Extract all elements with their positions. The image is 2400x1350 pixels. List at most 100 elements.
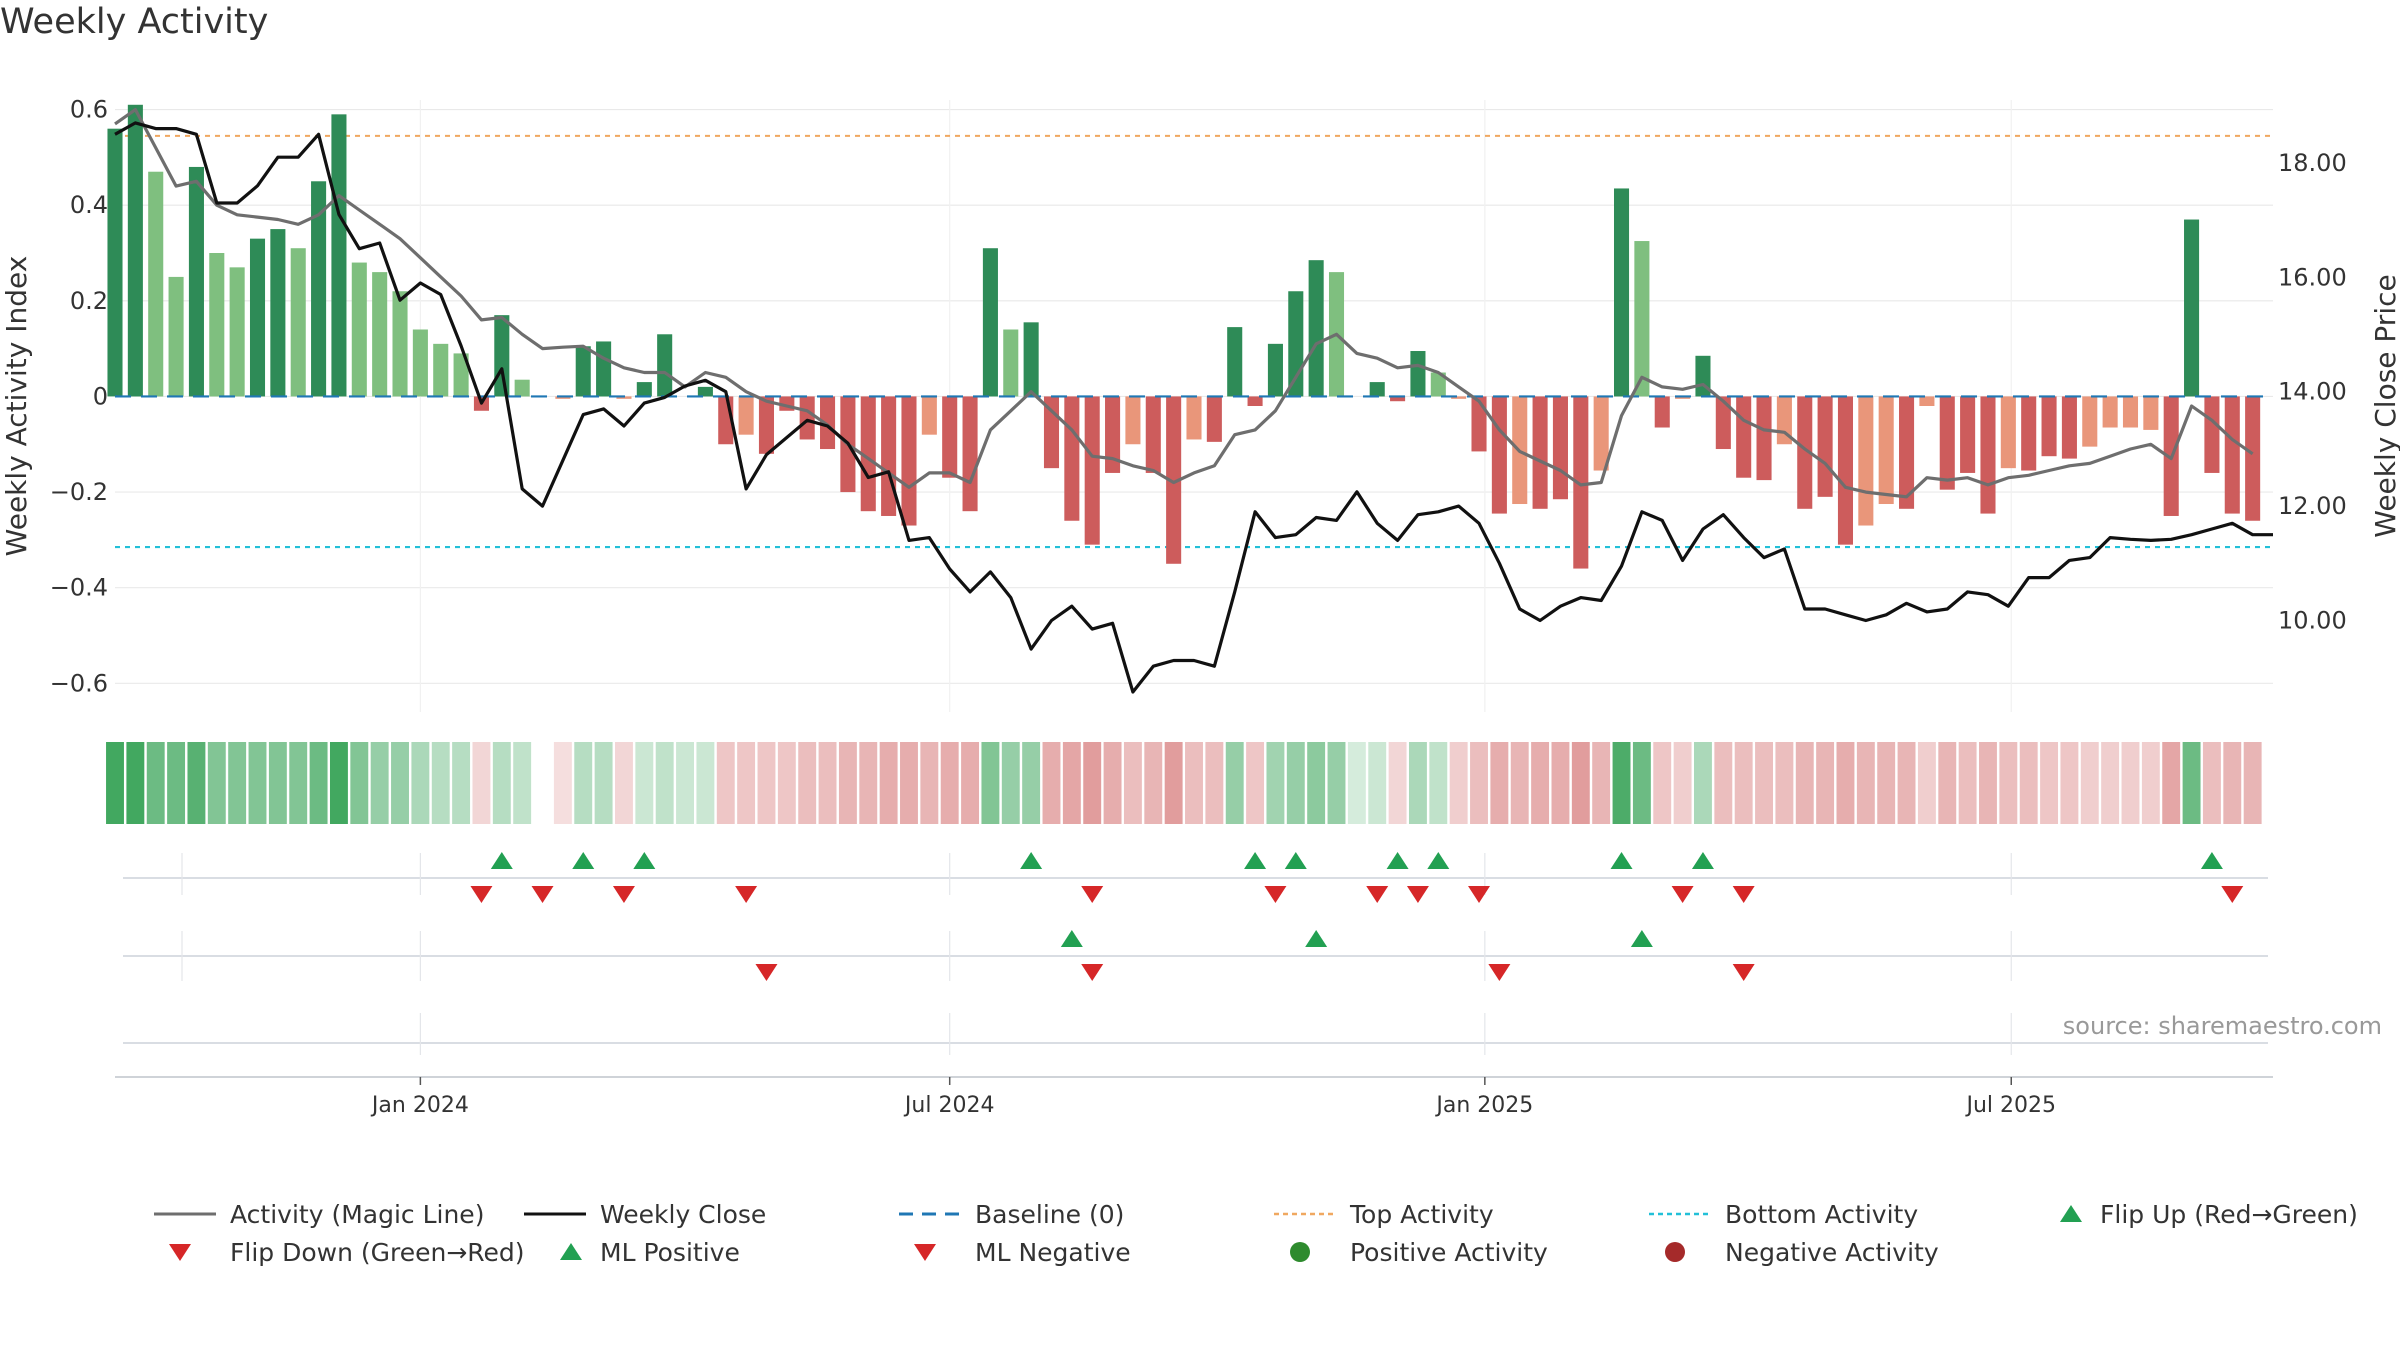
heat-cell xyxy=(1307,742,1326,824)
activity-bar xyxy=(1288,291,1304,397)
activity-bar xyxy=(738,396,754,435)
activity-bar xyxy=(1960,396,1976,473)
heat-cell xyxy=(370,742,389,824)
flip-down-marker xyxy=(1081,886,1104,903)
legend-label: Baseline (0) xyxy=(975,1199,1125,1229)
legend-label: Bottom Activity xyxy=(1725,1199,1919,1229)
y2-tick-label: 14.00 xyxy=(2278,378,2347,406)
activity-bar xyxy=(2204,396,2220,473)
activity-bar xyxy=(820,396,836,450)
heat-cell xyxy=(1897,742,1916,824)
heat-cell xyxy=(1327,742,1346,824)
heat-cell xyxy=(106,742,124,824)
activity-bar xyxy=(2061,396,2077,459)
heat-cell xyxy=(1510,742,1529,824)
heat-cell xyxy=(981,742,1000,824)
legend-label: Negative Activity xyxy=(1725,1237,1939,1267)
signal-lanes xyxy=(123,852,2268,1055)
ml-negative-marker xyxy=(1488,964,1511,981)
activity-bar xyxy=(1613,188,1630,397)
heat-cell xyxy=(1612,742,1631,824)
heat-cell xyxy=(1470,742,1488,824)
ml-positive-marker xyxy=(1630,930,1653,947)
activity-bar xyxy=(1593,396,1609,471)
legend-symbol-neg xyxy=(1665,1242,1685,1262)
activity-bar xyxy=(372,272,388,397)
activity-bar xyxy=(331,114,347,397)
legend-item-flipdown: Flip Down (Green→Red) xyxy=(150,1238,525,1267)
legend-symbol-top xyxy=(1274,1212,1336,1216)
magic-line xyxy=(114,107,2254,499)
heat-cell xyxy=(1632,742,1651,824)
flip-down-marker xyxy=(612,886,635,903)
heat-cell xyxy=(2019,742,2038,824)
chart-title: Weekly Activity xyxy=(0,2,269,42)
ml-negative-marker xyxy=(1081,964,1104,981)
heat-cell xyxy=(716,742,735,824)
series-lines xyxy=(114,107,2273,694)
activity-bar xyxy=(433,343,449,397)
y-tick-label: −0.4 xyxy=(50,574,108,602)
heat-cell xyxy=(838,742,857,824)
heat-cell xyxy=(1225,742,1244,824)
activity-bar xyxy=(229,267,245,397)
heat-cell xyxy=(737,742,756,824)
activity-bar xyxy=(901,396,917,526)
activity-bar xyxy=(1634,241,1650,397)
activity-bar xyxy=(2000,396,2016,469)
activity-bar xyxy=(982,248,998,397)
activity-bar xyxy=(1227,327,1243,397)
flip-up-marker xyxy=(1386,852,1409,869)
heat-cell xyxy=(2040,742,2059,824)
legend-item-mlneg: ML Negative xyxy=(895,1237,1270,1267)
heat-cell xyxy=(1144,742,1163,824)
flip-up-marker xyxy=(1284,852,1307,869)
activity-bar xyxy=(290,248,306,397)
activity-bar xyxy=(392,291,408,397)
ml-positive-marker xyxy=(1060,930,1083,947)
chart-canvas: −0.6 −0.4 −0.2 0 0.2 0.4 0.6 10.00 12.00 14.00 16.… xyxy=(0,96,2400,1118)
activity-bar xyxy=(1166,396,1182,564)
legend-label: ML Negative xyxy=(975,1237,1131,1267)
heat-cell xyxy=(207,742,226,824)
heat-cell xyxy=(1979,742,1997,824)
heat-cell xyxy=(2141,742,2160,824)
heat-cell xyxy=(167,742,186,824)
heat-cell xyxy=(635,742,654,824)
activity-bar xyxy=(1451,396,1467,399)
heat-cell xyxy=(1816,742,1835,824)
flip-up-marker xyxy=(1691,852,1714,869)
activity-bar xyxy=(188,166,204,397)
heat-cell xyxy=(1042,742,1061,824)
legend-item-close: Weekly Close xyxy=(520,1199,895,1229)
flip-up-marker xyxy=(490,852,513,869)
activity-bar xyxy=(2102,396,2118,428)
heat-cell xyxy=(309,742,328,824)
legend-label: Weekly Close xyxy=(600,1199,767,1229)
legend-symbol-mlpos xyxy=(560,1243,582,1260)
activity-bar xyxy=(2041,396,2057,457)
heat-cell xyxy=(920,742,939,824)
activity-bar xyxy=(758,396,775,454)
heat-cell xyxy=(1999,742,2018,824)
heat-cell xyxy=(1694,742,1712,824)
legend-symbol-baseline xyxy=(899,1212,961,1216)
activity-bar xyxy=(2245,396,2261,521)
flip-down-marker xyxy=(2221,886,2244,903)
y-tick-label: 0.4 xyxy=(70,191,108,219)
activity-bar xyxy=(1837,396,1854,545)
flip-down-marker xyxy=(1671,886,1694,903)
activity-bar xyxy=(616,396,632,399)
heat-strip xyxy=(106,742,2262,824)
activity-bar xyxy=(697,386,713,397)
heat-cell xyxy=(574,742,593,824)
heat-cell xyxy=(1449,742,1468,824)
activity-bar xyxy=(1471,396,1487,452)
flip-down-marker xyxy=(1406,886,1429,903)
heat-cell xyxy=(961,742,980,824)
activity-bar xyxy=(2021,396,2037,471)
flip-down-marker xyxy=(735,886,758,903)
heat-cell xyxy=(1877,742,1896,824)
heat-cell xyxy=(391,742,409,824)
heat-cell xyxy=(1673,742,1692,824)
